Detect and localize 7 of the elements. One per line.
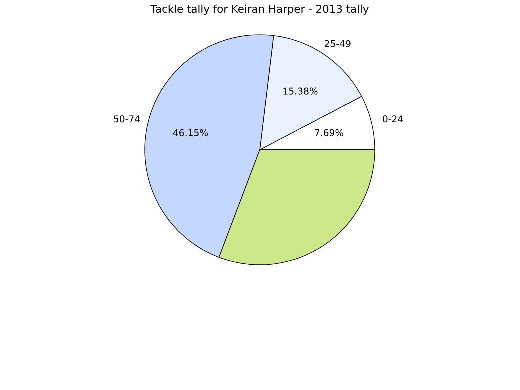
slice-label: 50-74 [114, 116, 140, 123]
data-label: 7.69% [315, 129, 344, 136]
slice-label: 0-24 [383, 116, 404, 123]
data-label: 15.38% [284, 88, 318, 95]
chart-title: Tackle tally for Keiran Harper - 2013 tally [150, 4, 369, 16]
slice-label: 25-49 [324, 40, 351, 48]
data-label: 46.15% [173, 129, 208, 136]
